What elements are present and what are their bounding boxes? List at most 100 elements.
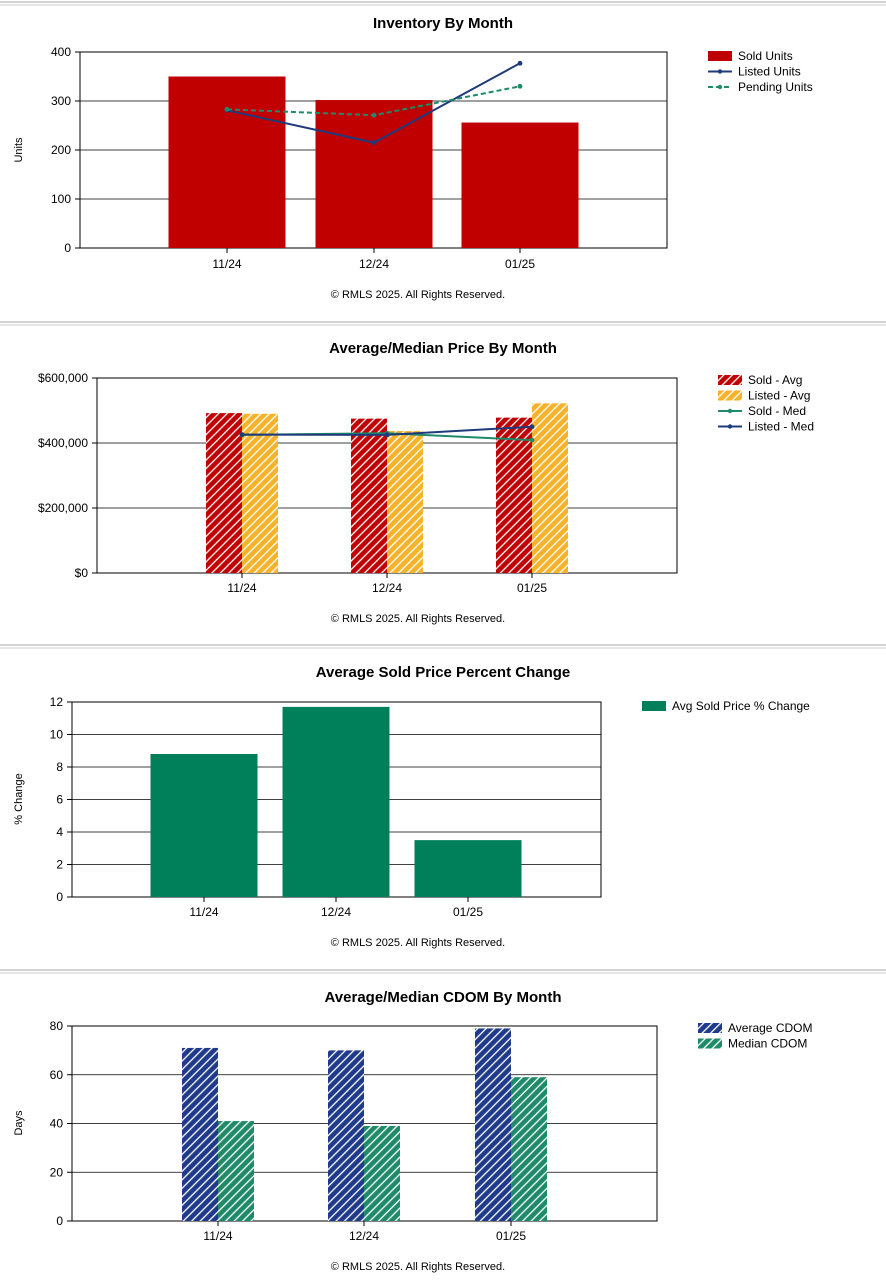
point-pending-units [224,106,230,112]
y-tick-label: 300 [51,94,71,108]
copyright-footer: © RMLS 2025. All Rights Reserved. [331,1261,505,1273]
legend-label: Median CDOM [728,1037,807,1051]
legend-item: Median CDOM [698,1037,807,1051]
chart-4: Average/Median CDOM By Month 0 20 40 60 80 Day… [13,989,812,1273]
y-axis-label: % Change [13,773,25,824]
bar-avg-sold-price-change [282,706,390,897]
legend-swatch [642,701,666,711]
y-tick-label: 6 [56,793,63,807]
x-tick-label: 12/24 [372,581,402,595]
bar-median-cdom [218,1121,254,1221]
y-axis-label: Units [13,137,25,163]
x-tick-label: 01/25 [505,257,535,271]
legend-marker [717,84,723,90]
y-tick-label: 0 [64,241,71,255]
point-listed-med [384,432,390,438]
bar-average-cdom [475,1028,511,1221]
bar-average-cdom [328,1050,364,1221]
legend-label: Sold - Avg [748,373,802,387]
legend-label: Pending Units [738,80,813,94]
x-tick-label: 01/25 [496,1229,526,1243]
bar-sold-avg [206,413,242,573]
y-tick-label: 40 [50,1117,64,1131]
legend-marker [717,69,723,74]
chart-1: Inventory By Month 0 100 200 300 400 Units 11/2… [13,15,813,301]
legend-label: Average CDOM [728,1021,812,1035]
legend-item: Pending Units [708,80,813,94]
y-tick-label: 10 [50,728,64,742]
point-sold-med [529,437,535,443]
y-tick-label: 60 [50,1068,64,1082]
legend-item: Listed - Med [718,420,814,434]
legend-item: Average CDOM [698,1021,812,1035]
legend-marker [727,408,733,414]
y-tick-label: 0 [56,890,63,904]
bar-avg-sold-price-change [414,840,522,897]
chart-3: Average Sold Price Percent Change 0 2 4 6 8 10… [13,664,810,949]
y-tick-label: $600,000 [38,371,88,385]
legend-item: Listed - Avg [718,389,810,403]
bar-sold-units [168,76,286,248]
x-tick-label: 12/24 [349,1229,379,1243]
x-tick-label: 12/24 [321,905,351,919]
legend-label: Avg Sold Price % Change [672,699,810,713]
y-tick-label: 80 [50,1019,64,1033]
legend-item: Sold - Med [718,404,806,418]
chart-2: Average/Median Price By Month $0 $200,000 $… [38,340,814,625]
legend-label: Sold Units [738,49,793,63]
bar-average-cdom [182,1047,218,1221]
point-listed-med [529,424,535,430]
y-tick-label: 0 [56,1214,63,1228]
chart-title: Average/Median Price By Month [329,340,557,357]
bar-sold-avg [496,417,532,573]
legend-label: Sold - Med [748,404,806,418]
bar-listed-avg [242,413,278,573]
legend-marker [727,424,733,429]
bar-sold-avg [351,418,387,573]
y-tick-label: 100 [51,192,71,206]
x-tick-label: 11/24 [189,905,218,919]
y-tick-label: 20 [50,1165,64,1179]
y-tick-label: 4 [56,825,63,839]
chart-title: Inventory By Month [373,15,513,32]
x-tick-label: 11/24 [212,257,241,271]
bar-median-cdom [511,1077,547,1221]
point-pending-units [371,112,377,118]
bar-avg-sold-price-change [150,754,258,897]
legend-swatch [708,51,732,61]
copyright-footer: © RMLS 2025. All Rights Reserved. [331,937,505,949]
bar-median-cdom [364,1125,400,1221]
legend-label: Listed - Med [748,420,814,434]
legend-label: Listed Units [738,65,801,79]
legend-item: Sold - Avg [718,373,802,387]
x-tick-label: 01/25 [517,581,547,595]
x-tick-label: 01/25 [453,905,483,919]
y-tick-label: 8 [56,760,63,774]
point-pending-units [517,83,523,89]
bar-sold-units [315,100,433,249]
legend-swatch [698,1023,722,1033]
legend-label: Listed - Avg [748,389,810,403]
chart-title: Average/Median CDOM By Month [325,989,562,1006]
x-tick-label: 11/24 [203,1229,232,1243]
legend-swatch [698,1038,722,1049]
chart-title: Average Sold Price Percent Change [316,664,571,681]
y-tick-label: 400 [51,45,71,59]
x-tick-label: 11/24 [227,581,256,595]
y-tick-label: 200 [51,143,71,157]
legend-swatch [718,390,742,401]
y-tick-label: $0 [75,566,89,580]
y-tick-label: $400,000 [38,436,88,450]
point-listed-med [239,432,245,437]
y-tick-label: 2 [56,858,63,872]
bar-sold-units [461,122,579,248]
copyright-footer: © RMLS 2025. All Rights Reserved. [331,289,505,301]
y-axis-label: Days [13,1110,25,1136]
point-listed-units [371,140,377,146]
legend-item: Sold Units [708,49,793,63]
legend-item: Listed Units [708,65,801,79]
point-listed-units [517,60,523,66]
copyright-footer: © RMLS 2025. All Rights Reserved. [331,613,505,625]
